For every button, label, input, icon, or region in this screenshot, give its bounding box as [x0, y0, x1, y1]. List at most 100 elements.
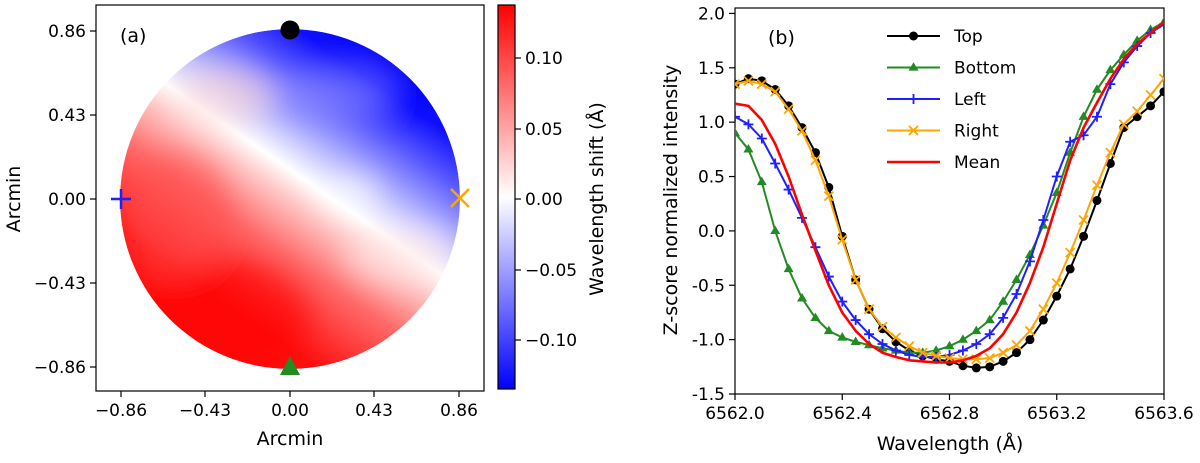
point-bottom	[735, 127, 740, 137]
panel-a-yticks	[90, 30, 96, 368]
point-left	[1091, 111, 1102, 122]
point-left	[837, 296, 848, 307]
legend-label-mean: Mean	[954, 153, 1000, 173]
point-right	[997, 347, 1009, 358]
series-mean	[735, 21, 1164, 364]
point-right	[1038, 304, 1049, 315]
colorbar-ticks	[515, 57, 521, 341]
point-top	[770, 85, 780, 95]
point-right	[1078, 214, 1089, 226]
cbar-tick-2: 0.05	[525, 120, 563, 140]
legend: Top Bottom Left Right Mean	[887, 27, 1016, 173]
point-bottom	[1011, 274, 1022, 283]
point-right	[743, 75, 754, 86]
xtick-a-3: 0.00	[271, 401, 309, 421]
series-line-top	[735, 77, 1164, 369]
point-right	[863, 304, 875, 315]
point-top	[877, 324, 887, 334]
point-right	[1091, 180, 1103, 191]
marker-top	[280, 20, 300, 40]
point-left	[971, 338, 982, 349]
legend-marker-left	[908, 94, 919, 104]
xtick-a-5: 0.86	[440, 401, 478, 421]
point-right	[1024, 325, 1036, 337]
panel-a-label: (a)	[120, 25, 146, 47]
point-bottom	[984, 314, 995, 324]
marker-left	[111, 189, 131, 209]
point-bottom	[797, 293, 808, 302]
ytick-a-3: 0.00	[48, 190, 86, 210]
point-right	[837, 234, 848, 245]
point-bottom	[944, 340, 955, 350]
panel-b-axes: 6562.0 6562.4 6562.8 6563.2 6563.6 2.0 1.5 1.0 0…	[692, 4, 1194, 424]
point-top	[971, 363, 981, 373]
cbar-tick-4: −0.05	[525, 261, 577, 281]
series-left	[735, 19, 1164, 363]
legend-label-left: Left	[954, 90, 986, 110]
point-bottom	[783, 263, 794, 273]
panel-b-xlabel: Wavelength (Å)	[877, 432, 1024, 455]
colorbar-label: Wavelength shift (Å)	[585, 102, 608, 296]
point-left	[756, 133, 767, 144]
cbar-tick-3: 0.00	[525, 190, 563, 210]
point-top	[1052, 291, 1062, 301]
point-left	[743, 119, 754, 130]
point-top	[958, 361, 968, 371]
colorbar	[497, 4, 516, 390]
xtick-b-label: 6563.6	[1134, 404, 1193, 424]
point-right	[770, 86, 781, 97]
point-right	[1011, 339, 1022, 351]
xtick-b-label: 6562.8	[920, 404, 979, 424]
point-left	[1024, 256, 1035, 267]
point-bottom	[837, 332, 848, 341]
point-bottom	[743, 144, 754, 153]
point-top	[1065, 264, 1075, 274]
point-bottom	[850, 336, 861, 345]
point-left	[890, 345, 901, 356]
point-bottom	[1078, 111, 1089, 120]
marker-right	[450, 188, 470, 208]
point-right	[877, 321, 888, 332]
point-bottom	[810, 312, 821, 322]
point-right	[930, 350, 942, 362]
series-line-right	[735, 78, 1164, 361]
series-line-mean	[735, 21, 1164, 364]
series-top	[735, 74, 1164, 373]
point-top	[1159, 87, 1164, 97]
point-bottom	[971, 325, 982, 335]
panel-a: (a) −0.86 −0.43 0.00 0.43 0.86 Arcmin 0.…	[3, 4, 608, 450]
point-right	[810, 155, 821, 166]
xtick-b-label: 6562.0	[705, 404, 764, 424]
point-bottom	[957, 334, 968, 343]
point-right	[984, 352, 995, 364]
point-left	[1038, 215, 1049, 226]
point-left	[864, 329, 875, 340]
point-bottom	[931, 345, 942, 354]
point-top	[1012, 348, 1022, 358]
point-right	[1118, 119, 1129, 130]
ytick-a-2: 0.43	[48, 106, 86, 126]
legend-marker-right	[908, 125, 919, 136]
ytick-b-label: 0.0	[698, 222, 725, 242]
point-right	[783, 103, 794, 115]
panel-b-ylabel: Z-score normalized intensity	[660, 65, 682, 336]
xtick-b-label: 6562.4	[813, 404, 872, 424]
marker-bottom	[280, 356, 300, 375]
ytick-a-1: 0.86	[48, 22, 86, 42]
point-top	[1146, 101, 1156, 111]
panel-a-xticks	[120, 391, 460, 397]
point-bottom	[998, 296, 1009, 305]
point-left	[877, 338, 888, 349]
point-right	[735, 78, 741, 90]
ytick-b-label: -1.5	[692, 385, 725, 405]
legend-label-right: Right	[954, 122, 999, 142]
xtick-a-2: −0.43	[179, 401, 231, 421]
point-left	[957, 345, 968, 356]
ytick-a-4: −0.43	[34, 274, 86, 294]
xtick-a-4: 0.43	[355, 401, 393, 421]
point-left	[735, 111, 740, 122]
point-top	[985, 362, 995, 372]
point-right	[1105, 147, 1116, 158]
point-right	[890, 332, 902, 343]
